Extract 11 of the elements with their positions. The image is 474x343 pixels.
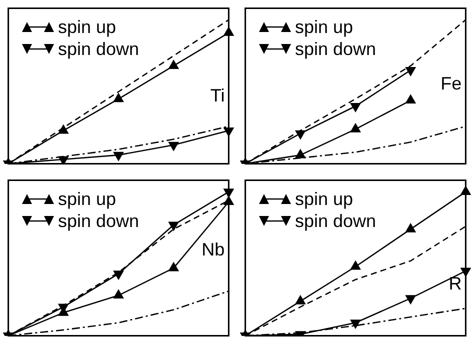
legend-label: spin down (295, 210, 376, 232)
legend-label: spin down (295, 38, 376, 60)
legend-label: spin down (58, 38, 140, 60)
legend-label: spin up (295, 16, 354, 38)
legend-label: spin up (58, 16, 116, 38)
legend-label: spin up (58, 188, 116, 210)
annotation: Nb (202, 239, 225, 260)
annotation: Ti (210, 85, 225, 106)
annotation: Fe (440, 73, 462, 94)
legend-label: spin down (58, 210, 140, 232)
legend-label: spin up (295, 188, 354, 210)
